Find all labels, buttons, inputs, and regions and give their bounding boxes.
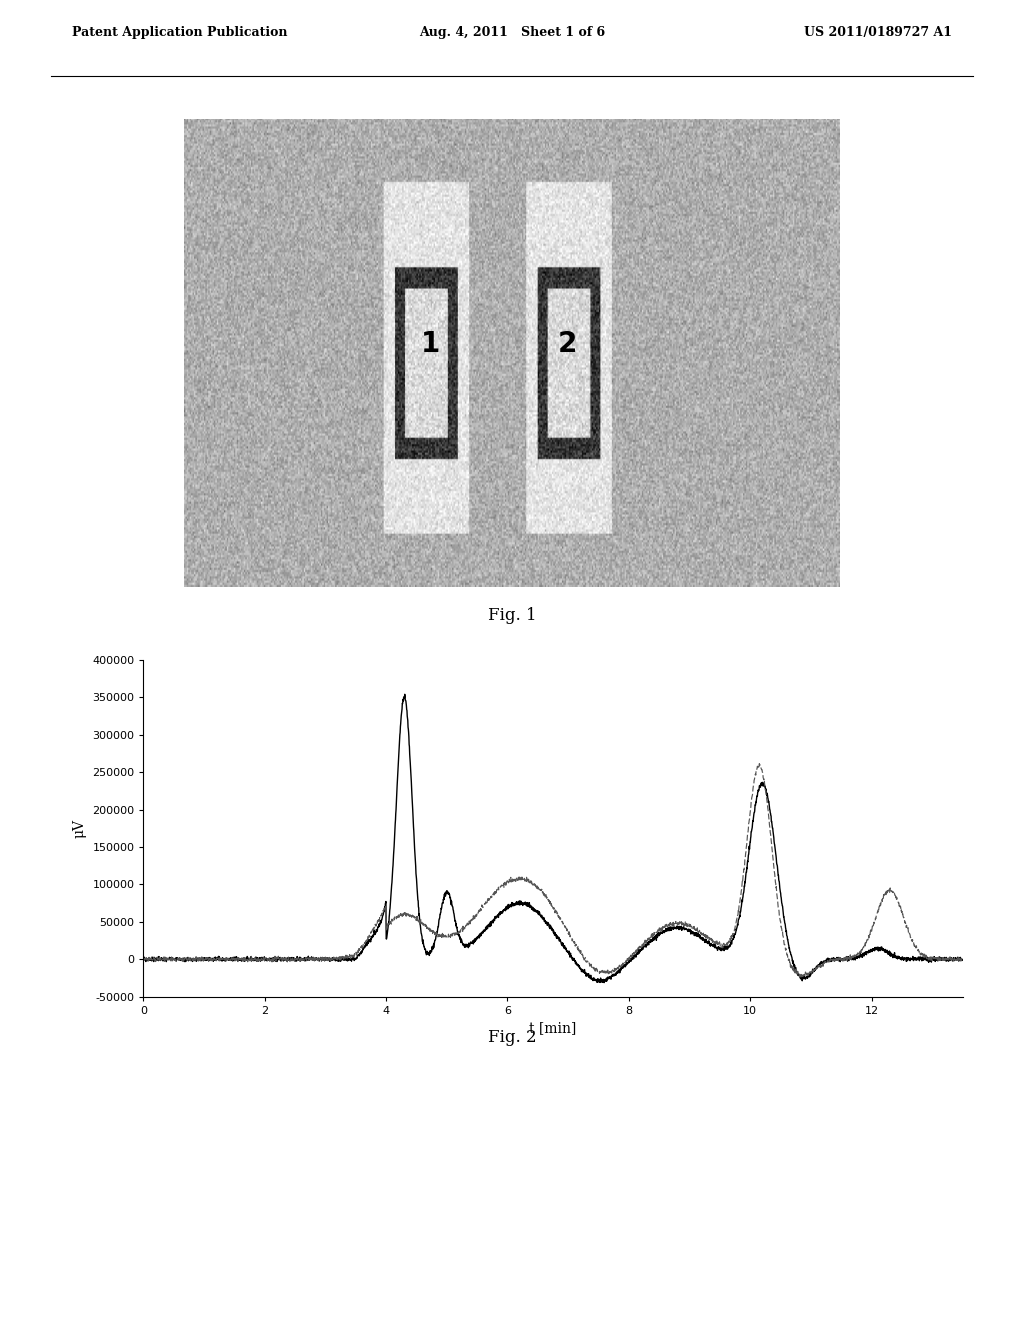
Text: Fig. 2: Fig. 2 bbox=[487, 1030, 537, 1045]
Y-axis label: μV: μV bbox=[73, 818, 87, 838]
Text: US 2011/0189727 A1: US 2011/0189727 A1 bbox=[804, 26, 952, 38]
Text: Fig. 1: Fig. 1 bbox=[487, 607, 537, 623]
Text: Patent Application Publication: Patent Application Publication bbox=[72, 26, 287, 38]
X-axis label: t [min]: t [min] bbox=[529, 1022, 577, 1035]
Text: Aug. 4, 2011   Sheet 1 of 6: Aug. 4, 2011 Sheet 1 of 6 bbox=[419, 26, 605, 38]
Text: 1: 1 bbox=[421, 330, 439, 358]
Text: 2: 2 bbox=[558, 330, 578, 358]
